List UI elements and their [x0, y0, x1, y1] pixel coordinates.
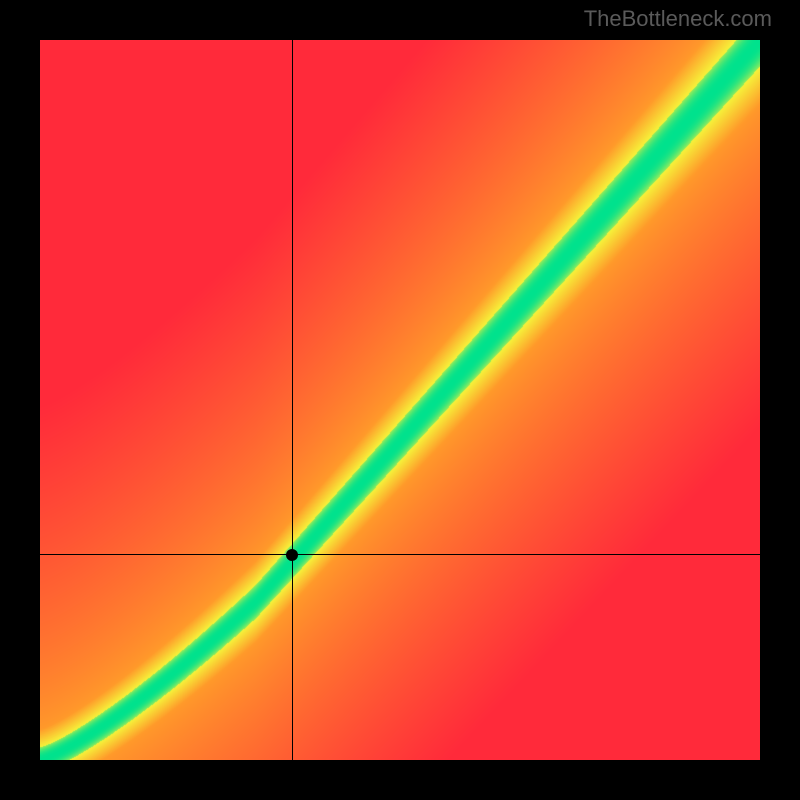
- watermark-text: TheBottleneck.com: [584, 6, 772, 32]
- operating-point-marker: [286, 549, 298, 561]
- crosshair-vertical: [292, 40, 293, 760]
- heatmap-canvas: [40, 40, 760, 760]
- bottleneck-heatmap: [40, 40, 760, 760]
- crosshair-horizontal: [40, 554, 760, 555]
